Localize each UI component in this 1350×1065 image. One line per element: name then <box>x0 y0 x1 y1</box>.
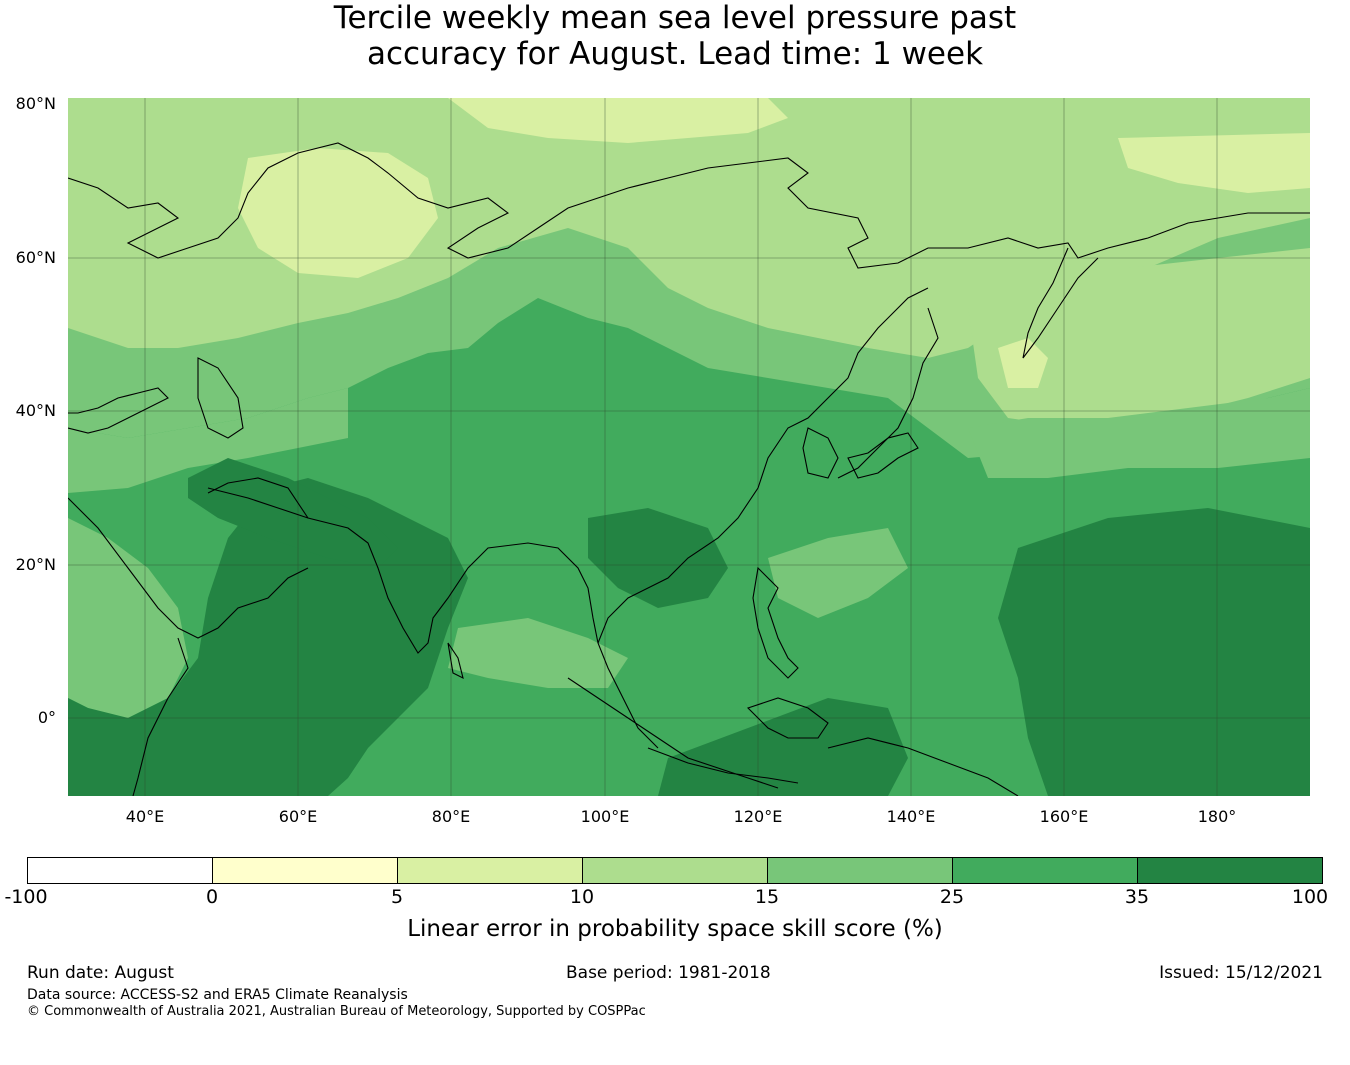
region-5-10-arctic <box>448 98 788 143</box>
region-35-100-north-pacific <box>998 508 1310 796</box>
issued-date: Issued: 15/12/2021 <box>1159 963 1323 983</box>
lon-label-120e: 120°E <box>733 807 783 826</box>
run-date: Run date: August <box>27 963 174 983</box>
region-15-25-pacific-mid <box>968 388 1310 478</box>
colorbar-segment-5-10 <box>398 858 583 883</box>
colorbar-segment-35-100 <box>1138 858 1322 883</box>
lat-label-0: 0° <box>37 708 56 727</box>
colorbar-tick-0: 0 <box>205 886 219 908</box>
colorbar-label: Linear error in probability space skill … <box>407 916 943 942</box>
colorbar-segment-15-25 <box>768 858 953 883</box>
skill-score-map <box>68 98 1310 796</box>
colorbar-tick-neg100: -100 <box>4 886 48 908</box>
region-5-10-east-arctic <box>1118 133 1310 193</box>
colorbar-tick-100: 100 <box>1291 886 1329 908</box>
region-15-25-bay <box>448 618 628 688</box>
colorbar-tick-10: 10 <box>569 886 595 908</box>
title-line-1: Tercile weekly mean sea level pressure p… <box>333 0 1017 36</box>
lon-label-160e: 160°E <box>1039 807 1089 826</box>
region-10-15-pacific <box>968 248 1310 428</box>
lat-label-20n: 20°N <box>15 555 56 574</box>
colorbar-tick-35: 35 <box>1124 886 1150 908</box>
region-5-10-russia <box>238 148 438 278</box>
colorbar-segment-25-35 <box>953 858 1138 883</box>
copyright-notice: © Commonwealth of Australia 2021, Austra… <box>27 1004 646 1019</box>
map-title: Tercile weekly mean sea level pressure p… <box>0 0 1350 72</box>
region-35-100-south-china <box>588 508 728 608</box>
lat-label-60n: 60°N <box>15 248 56 267</box>
colorbar-tick-25: 25 <box>939 886 965 908</box>
lon-label-60e: 60°E <box>278 807 318 826</box>
coastlines <box>68 142 1310 796</box>
colorbar-segment-lt0 <box>28 858 213 883</box>
colorbar <box>27 857 1323 884</box>
lat-label-40n: 40°N <box>15 401 56 420</box>
lon-label-180: 180° <box>1197 807 1237 826</box>
lon-label-80e: 80°E <box>431 807 471 826</box>
colorbar-segment-0-5 <box>213 858 398 883</box>
region-5-10-kamchatka <box>998 338 1048 388</box>
base-period: Base period: 1981-2018 <box>566 963 771 983</box>
data-source: Data source: ACCESS-S2 and ERA5 Climate … <box>27 987 408 1003</box>
graticule <box>68 98 1310 796</box>
region-15-25-west <box>68 388 348 493</box>
colorbar-segment-10-15 <box>583 858 768 883</box>
colorbar-tick-15: 15 <box>754 886 780 908</box>
lon-label-100e: 100°E <box>580 807 630 826</box>
lon-label-40e: 40°E <box>125 807 165 826</box>
colorbar-tick-5: 5 <box>390 886 404 908</box>
region-15-25-arabia <box>68 518 188 718</box>
lat-label-80n: 80°N <box>15 94 56 113</box>
lon-label-140e: 140°E <box>886 807 936 826</box>
region-15-25-phil-sea <box>768 528 908 618</box>
title-line-2: accuracy for August. Lead time: 1 week <box>366 36 984 72</box>
